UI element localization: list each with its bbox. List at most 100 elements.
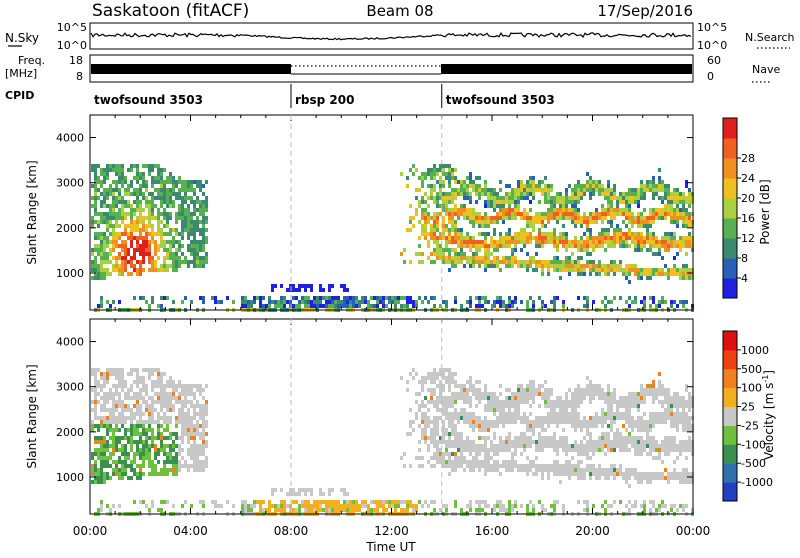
power-cell: [430, 176, 433, 180]
velocity-cell: [535, 444, 538, 448]
velocity-cell: [106, 476, 109, 480]
nave-tick-high: 60: [707, 54, 721, 67]
velocity-cell: [148, 408, 151, 412]
velocity-cell: [133, 428, 136, 432]
velocity-cell: [499, 400, 502, 404]
velocity-cell: [502, 424, 505, 428]
velocity-cell: [454, 396, 457, 400]
power-cell: [409, 228, 412, 232]
velocity-cell: [118, 376, 121, 380]
velocity-cell: [667, 472, 670, 476]
power-cell: [598, 184, 601, 188]
velocity-cell: [592, 468, 595, 472]
velocity-cell: [652, 448, 655, 452]
velocity-cell: [577, 400, 580, 404]
power-cell: [487, 252, 490, 256]
velocity-cell: [613, 420, 616, 424]
velocity-cell: [424, 376, 427, 380]
power-cell: [142, 252, 145, 256]
velocity-cell: [178, 400, 181, 404]
power-cell: [109, 248, 112, 252]
power-cell: [139, 228, 142, 232]
power-cell: [418, 204, 421, 208]
velocity-cell: [505, 436, 508, 440]
velocity-cell: [94, 368, 97, 372]
power-cell: [454, 260, 457, 264]
velocity-cell: [517, 444, 520, 448]
velocity-cell: [490, 400, 493, 404]
velocity-cell: [94, 412, 97, 416]
velocity-cell: [103, 480, 106, 484]
velocity-cell: [154, 408, 157, 412]
power-cell: [193, 248, 196, 252]
power-cell: [445, 176, 448, 180]
velocity-cell: [130, 432, 133, 436]
power-cell: [133, 248, 136, 252]
velocity-cell: [172, 440, 175, 444]
power-cell: [538, 228, 541, 232]
velocity-cell: [106, 456, 109, 460]
power-cell: [550, 260, 553, 264]
velocity-cell: [118, 440, 121, 444]
power-cell: [475, 184, 478, 188]
velocity-cell: [415, 372, 418, 376]
power-cell: [136, 196, 139, 200]
velocity-cell: [436, 404, 439, 408]
power-cell: [334, 304, 337, 308]
velocity-cell: [106, 396, 109, 400]
velocity-cell: [601, 388, 604, 392]
velocity-cell: [451, 412, 454, 416]
velocity-cell: [637, 472, 640, 476]
power-cell: [154, 232, 157, 236]
power-cell: [184, 180, 187, 184]
power-cell: [409, 300, 412, 304]
power-cell: [589, 252, 592, 256]
velocity-cell: [616, 468, 619, 472]
velocity-cell: [121, 464, 124, 468]
velocity-cell: [628, 404, 631, 408]
power-cell: [190, 252, 193, 256]
velocity-cell: [127, 396, 130, 400]
power-cell: [313, 304, 316, 308]
power-cell: [172, 204, 175, 208]
velocity-cell: [142, 440, 145, 444]
power-cell: [190, 228, 193, 232]
power-cell: [463, 184, 466, 188]
velocity-cell: [583, 476, 586, 480]
power-cell: [553, 236, 556, 240]
velocity-cell: [112, 432, 115, 436]
velocity-cell: [157, 400, 160, 404]
power-cell: [640, 272, 643, 276]
velocity-cell: [364, 504, 367, 508]
power-cell: [451, 216, 454, 220]
velocity-cell: [547, 420, 550, 424]
velocity-cell: [139, 436, 142, 440]
power-cell: [514, 212, 517, 216]
velocity-cell: [154, 452, 157, 456]
power-cell: [112, 268, 115, 272]
velocity-cell: [541, 396, 544, 400]
power-cell: [106, 236, 109, 240]
power-cell: [553, 196, 556, 200]
power-cell: [445, 204, 448, 208]
power-cell: [457, 216, 460, 220]
velocity-cell: [103, 392, 106, 396]
velocity-cell: [454, 384, 457, 388]
velocity-cell: [565, 444, 568, 448]
power-cell: [190, 220, 193, 224]
velocity-cell: [184, 432, 187, 436]
power-cell: [445, 212, 448, 216]
power-cell: [445, 240, 448, 244]
velocity-cell: [175, 444, 178, 448]
power-cell: [298, 304, 301, 308]
power-cell: [493, 244, 496, 248]
power-cell: [160, 264, 163, 268]
power-cell: [640, 224, 643, 228]
velocity-cell: [559, 464, 562, 468]
velocity-cell: [157, 448, 160, 452]
power-cell: [301, 296, 304, 300]
velocity-cell: [490, 468, 493, 472]
power-cell: [469, 192, 472, 196]
velocity-cell: [646, 440, 649, 444]
velocity-cell: [448, 424, 451, 428]
